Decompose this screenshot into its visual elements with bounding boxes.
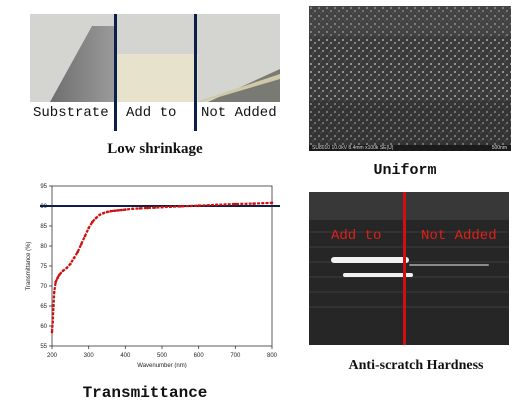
data-point — [52, 304, 55, 308]
divider-right — [194, 14, 197, 131]
data-point — [69, 262, 72, 266]
data-point — [138, 207, 142, 210]
data-point — [179, 205, 182, 208]
data-point — [76, 250, 79, 254]
y-tick-label: 70 — [40, 284, 47, 290]
data-point — [91, 220, 94, 224]
data-point — [131, 207, 134, 211]
reflection-1 — [331, 257, 409, 263]
data-point — [51, 320, 55, 324]
data-point — [72, 256, 76, 260]
x-tick-label: 300 — [84, 353, 95, 359]
data-point — [87, 226, 90, 230]
data-point — [61, 269, 65, 273]
data-point — [109, 209, 112, 213]
sem-scale-text: 500nm — [491, 145, 507, 151]
data-point — [120, 208, 123, 212]
data-point — [270, 201, 274, 205]
caption-low-shrinkage: Low shrinkage — [107, 141, 203, 157]
data-point — [116, 209, 120, 212]
sem-image: SU8010 10.0kV 8.4mm x100k SE(U) 500nm — [309, 6, 511, 151]
sem-texture — [309, 6, 511, 145]
x-tick-label: 600 — [194, 353, 205, 359]
label-substrate: Substrate — [33, 105, 109, 121]
sem-info-bar: SU8010 10.0kV 8.4mm x100k SE(U) 500nm — [309, 145, 511, 151]
y-tick-label: 75 — [40, 264, 47, 270]
data-point — [234, 202, 237, 206]
divider-left — [114, 14, 117, 131]
data-point — [50, 330, 54, 334]
data-point — [65, 266, 68, 270]
sem-info-text: SU8010 10.0kV 8.4mm x100k SE(U) — [312, 145, 394, 151]
data-point — [83, 234, 87, 238]
x-tick-label: 200 — [47, 353, 58, 359]
caption-anti-scratch: Anti-scratch Hardness — [348, 358, 484, 373]
data-point — [124, 208, 127, 211]
data-point — [252, 202, 255, 205]
data-point — [153, 206, 156, 209]
label-bar — [30, 102, 280, 131]
data-point — [54, 280, 57, 284]
x-tick-label: 700 — [230, 353, 241, 359]
x-tick-label: 400 — [120, 353, 131, 359]
data-point — [98, 213, 101, 217]
y-axis-label: Transmittance (%) — [26, 242, 32, 291]
data-point — [58, 273, 61, 277]
label-not-added: Not Added — [201, 105, 277, 121]
y-tick-label: 85 — [40, 224, 47, 230]
chart-svg: 200300400500600700800556065707580859095W… — [26, 184, 280, 369]
scratch-divider — [403, 192, 406, 345]
scratch-photo: Add to Not Added — [309, 192, 509, 345]
added-film — [116, 54, 198, 102]
data-point — [146, 206, 149, 210]
data-point — [94, 216, 98, 220]
data-point — [215, 203, 219, 207]
x-tick-label: 500 — [157, 353, 168, 359]
shrinkage-photo-art — [30, 14, 280, 102]
y-tick-label: 65 — [40, 304, 47, 310]
caption-uniform: Uniform — [373, 162, 437, 179]
y-tick-label: 60 — [40, 324, 47, 330]
x-axis-label: Wavenumber (nm) — [137, 363, 186, 368]
data-point — [105, 210, 109, 214]
reflection-2 — [343, 273, 413, 277]
y-tick-label: 55 — [40, 344, 47, 350]
label-add-to: Add to — [126, 105, 177, 121]
scratch-photo-art — [309, 192, 509, 345]
scratch-label-not-added: Not Added — [421, 228, 497, 244]
data-point — [113, 209, 116, 213]
data-point — [160, 205, 164, 209]
data-point — [52, 290, 56, 294]
series-curve — [50, 201, 273, 333]
scratch-label-add-to: Add to — [331, 228, 382, 244]
y-tick-label: 80 — [40, 244, 47, 250]
data-point — [80, 242, 83, 246]
data-point — [197, 204, 200, 207]
data-point — [102, 211, 105, 215]
substrate-film — [50, 26, 114, 102]
reflection-3 — [409, 264, 489, 266]
data-point — [56, 276, 59, 280]
y-tick-label: 95 — [40, 184, 47, 190]
plot-frame — [51, 185, 273, 347]
shrinkage-photo: Substrate Add to Not Added — [30, 14, 280, 131]
x-tick-label: 800 — [267, 353, 278, 359]
transmittance-chart: 200300400500600700800556065707580859095W… — [20, 178, 285, 369]
caption-transmittance: Transmittance — [82, 384, 208, 402]
